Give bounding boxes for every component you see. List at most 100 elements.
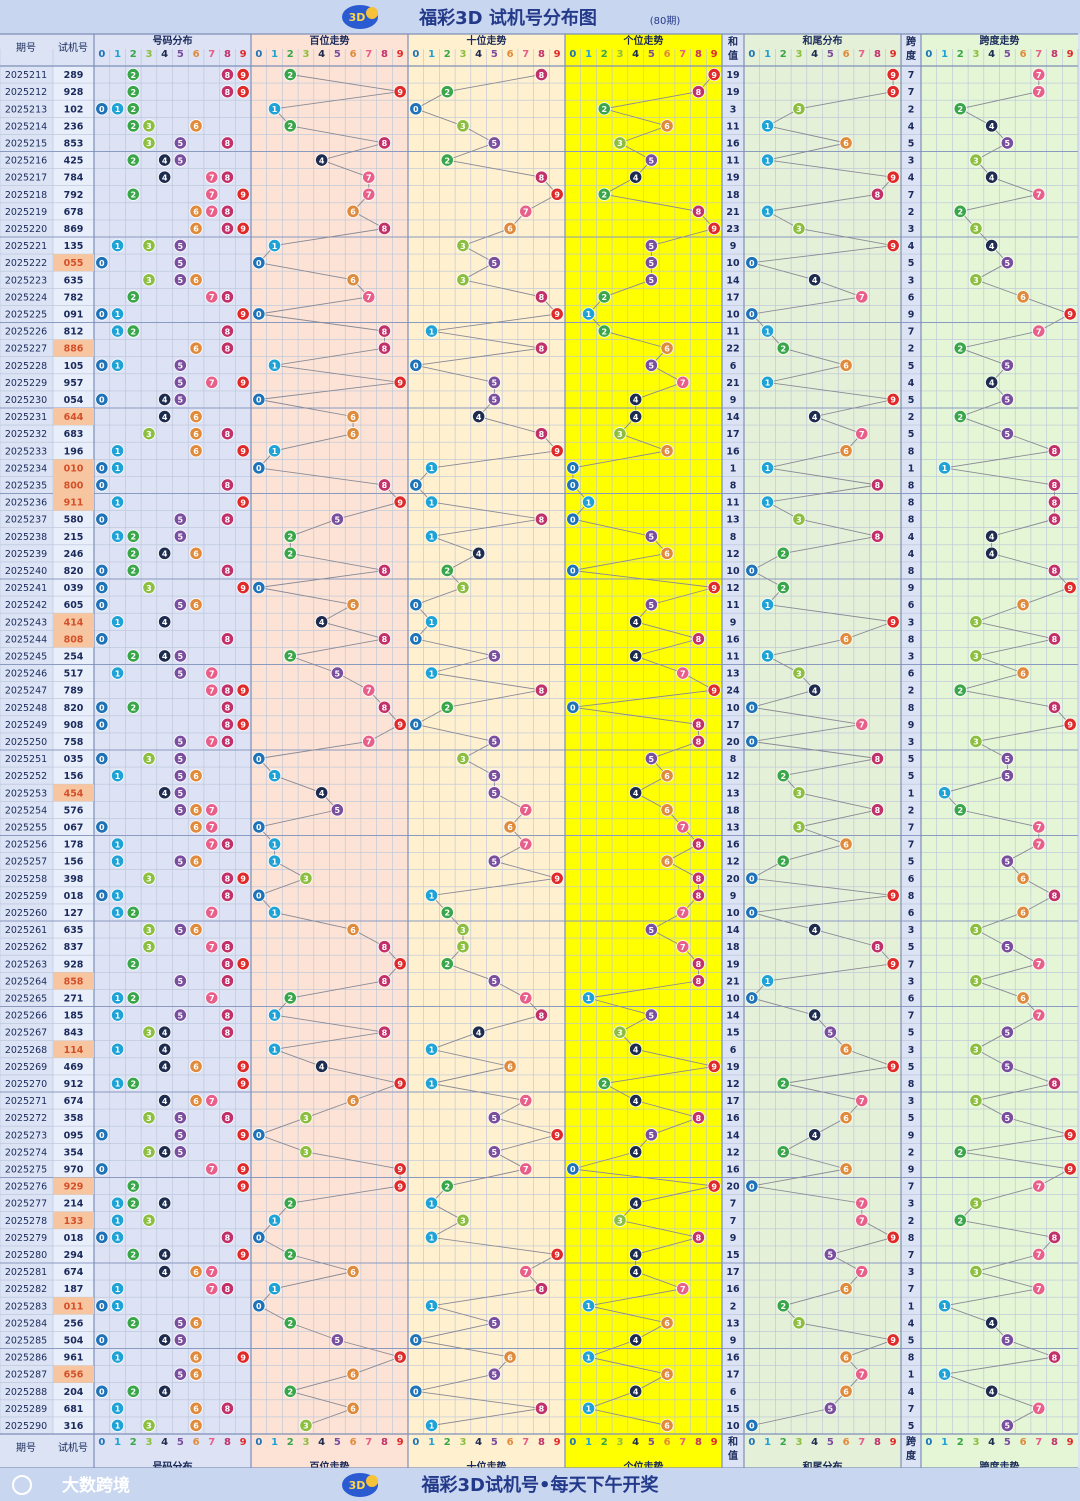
trial-number: 018 [64,891,84,902]
dist-ball-label: 0 [99,584,105,593]
units-ball [566,512,580,526]
span-value: 6 [908,908,915,919]
span-value: 4 [908,173,915,184]
sum-value: 7 [730,1199,737,1210]
dist-ball-label: 4 [162,173,168,182]
units-ball-label: 6 [664,772,670,781]
sum-value: 19 [726,70,739,81]
sum-value: 21 [726,378,739,389]
span-ball-label: 6 [1020,874,1026,883]
hundreds-ball [283,1196,297,1210]
trial-number: 156 [64,857,84,868]
sumtail-trend-line [750,74,895,1426]
dist-ball-label: 6 [193,122,199,131]
span-ball-label: 4 [989,242,995,251]
hundreds-ball [330,512,344,526]
dist-ball [110,238,125,253]
tens-ball-label: 9 [554,874,560,883]
units-ball [660,1316,674,1330]
period-label: 2025283 [5,1301,47,1312]
dist-ball [236,444,250,458]
trial-number: 970 [64,1164,84,1175]
span-ball [1047,1230,1062,1244]
hundreds-ball-label: 8 [382,977,388,986]
units-ball [660,444,674,458]
dist-ball [220,1008,235,1022]
period-label: 2025226 [5,327,47,338]
span-ball [1047,700,1062,714]
span-value: 8 [908,515,915,526]
dist-ball [142,1145,156,1159]
sum-value: 9 [730,395,737,406]
span-value: 1 [908,1301,915,1312]
span-value: 6 [908,993,915,1004]
hundreds-ball [346,1093,360,1108]
span-ball [1000,769,1014,783]
dist-ball-label: 6 [193,1268,199,1277]
tens-ball [456,1213,470,1227]
span-ball-label: 1 [942,1302,948,1311]
sumtail-ball-label: 4 [812,926,818,935]
units-ball-label: 8 [696,874,702,883]
tens-ball-label: 2 [444,156,450,165]
dist-ball-label: 1 [115,1302,121,1311]
tens-ball [456,580,470,595]
trial-number: 215 [64,532,84,543]
trial-number: 961 [64,1353,84,1364]
span-ball [953,102,967,116]
span-ball-label: 7 [1036,327,1042,336]
hundreds-ball-label: 0 [256,310,262,319]
hundreds-ball-label: 7 [366,293,372,302]
hundreds-ball-label: 0 [256,1131,262,1140]
trial-number: 010 [64,463,84,474]
sumtail-ball [808,273,822,287]
hundreds-ball [315,786,329,800]
dist-ball-label: 3 [146,430,152,439]
period-label: 2025263 [5,959,47,970]
dist-ball [142,238,156,253]
dist-ball-label: 8 [225,293,231,302]
sumtail-ball [839,1111,853,1125]
span-ball-label: 2 [957,344,963,353]
tens-ball [550,187,564,201]
dist-ball [205,290,219,304]
dist-ball [189,119,203,133]
span-value: 1 [908,788,915,799]
sumtail-ball [792,102,806,116]
dist-ball [220,632,235,646]
dist-ball-label: 7 [209,909,215,918]
sumtail-ball-label: 3 [796,225,802,234]
hundreds-ball-label: 1 [272,361,278,370]
hundreds-ball [252,751,266,766]
tens-ball-label: 1 [429,1234,435,1243]
sum-value: 12 [726,771,739,782]
trial-number: 156 [64,771,84,782]
dist-ball [220,837,235,851]
sumtail-ball-label: 1 [765,977,771,986]
sumtail-ball-label: 0 [749,310,755,319]
foot-hundreds-digit-9: 9 [397,1437,404,1448]
hundreds-ball [377,632,392,646]
dist-ball [173,1333,187,1347]
watermark-icon [12,1475,32,1495]
dist-ball-label: 5 [178,772,184,781]
units-ball [613,1213,627,1227]
dist-ball [142,136,156,150]
dist-ball-label: 8 [225,344,231,353]
span-value: 2 [908,344,915,355]
hundreds-ball [393,1076,407,1091]
sumtail-ball-label: 5 [828,1405,834,1414]
dist-ball-label: 6 [193,344,199,353]
units-ball-label: 4 [633,1097,639,1106]
span-ball-label: 7 [1036,823,1042,832]
tens-ball [424,324,439,338]
dist-ball-label: 0 [99,635,105,644]
trial-number: 214 [64,1199,84,1210]
span-ball-label: 8 [1052,703,1058,712]
sum-value: 16 [726,446,740,457]
dist-ball-label: 8 [225,515,231,524]
dist-ball-label: 1 [115,1011,121,1020]
units-ball-label: 1 [586,994,592,1003]
sumtail-ball-label: 3 [796,515,802,524]
dist-ball [95,512,109,526]
